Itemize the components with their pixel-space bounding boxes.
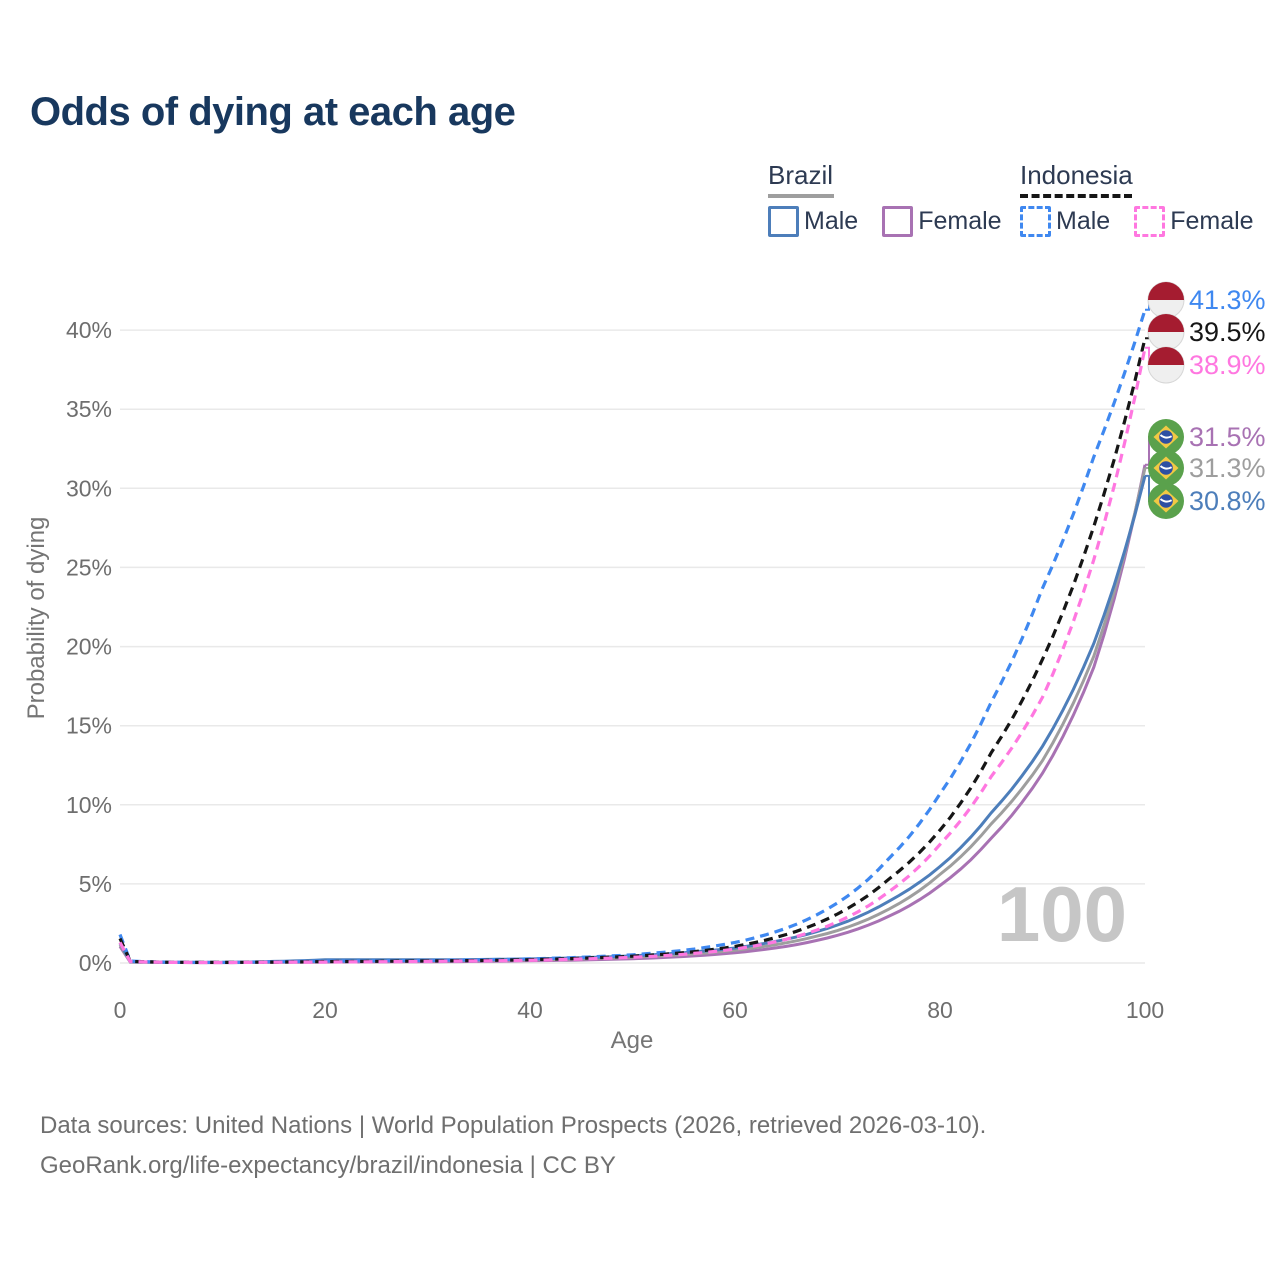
x-axis-ticks: 0 20 40 60 80 100 bbox=[114, 997, 1165, 1023]
y-tick-30: 30% bbox=[66, 475, 112, 501]
end-label-value-0: 41.3% bbox=[1189, 285, 1266, 315]
y-tick-20: 20% bbox=[66, 634, 112, 660]
y-tick-15: 15% bbox=[66, 713, 112, 739]
legend-brazil-label[interactable]: Brazil bbox=[768, 160, 834, 190]
legend-group-indonesia: Indonesia Male Female bbox=[1020, 160, 1254, 237]
y-tick-25: 25% bbox=[66, 554, 112, 580]
series-line-indonesia-female[interactable] bbox=[118, 347, 1147, 965]
end-label-value-1: 39.5% bbox=[1189, 317, 1266, 347]
brazil-flag-icon bbox=[1147, 482, 1185, 520]
x-tick-40: 40 bbox=[517, 997, 543, 1023]
indonesia-female-swatch bbox=[1134, 206, 1166, 237]
indonesia-dashed-line-sample bbox=[1020, 194, 1132, 198]
brazil-male-label: Male bbox=[804, 207, 859, 235]
brazil-female-label: Female bbox=[918, 207, 1002, 235]
legend-item-brazil-male[interactable]: Male bbox=[768, 206, 858, 237]
y-axis-ticks: 0% 5% 10% 15% 20% 25% 30% 35% 40% bbox=[66, 317, 112, 976]
indonesia-flag-icon bbox=[1147, 313, 1185, 351]
legend-item-indonesia-male[interactable]: Male bbox=[1020, 206, 1110, 237]
legend-indonesia-label[interactable]: Indonesia bbox=[1020, 160, 1133, 190]
indonesia-male-swatch bbox=[1020, 206, 1051, 237]
series-line-brazil-male[interactable] bbox=[118, 475, 1147, 964]
end-label-flags bbox=[1147, 281, 1185, 520]
end-label-values: 41.3% 39.5% 38.9% 31.5% 31.3% 30.8% bbox=[1189, 285, 1266, 516]
x-tick-80: 80 bbox=[927, 997, 953, 1023]
legend-item-brazil-female[interactable]: Female bbox=[882, 206, 1002, 237]
brazil-male-swatch bbox=[768, 206, 799, 237]
x-tick-100: 100 bbox=[1126, 997, 1164, 1023]
y-tick-40: 40% bbox=[66, 317, 112, 343]
data-source-line: Data sources: United Nations | World Pop… bbox=[40, 1112, 987, 1139]
series-line-indonesia-male[interactable] bbox=[118, 309, 1147, 965]
footer: Data sources: United Nations | World Pop… bbox=[40, 1106, 986, 1186]
series-line-brazil-both[interactable] bbox=[118, 467, 1147, 964]
legend-item-indonesia-female[interactable]: Female bbox=[1134, 206, 1254, 237]
attribution-line: GeoRank.org/life-expectancy/brazil/indon… bbox=[40, 1152, 616, 1179]
end-label-value-2: 38.9% bbox=[1189, 350, 1266, 380]
end-label-value-4: 31.3% bbox=[1189, 453, 1266, 483]
y-tick-10: 10% bbox=[66, 792, 112, 818]
brazil-flag-icon bbox=[1147, 449, 1185, 487]
y-tick-35: 35% bbox=[66, 396, 112, 422]
page-title: Odds of dying at each age bbox=[30, 90, 516, 134]
legend-group-brazil: Brazil Male Female bbox=[768, 160, 1002, 237]
indonesia-flag-icon bbox=[1147, 346, 1185, 384]
series-line-brazil-female[interactable] bbox=[118, 464, 1147, 965]
x-axis-title: Age bbox=[611, 1027, 654, 1054]
indonesia-female-label: Female bbox=[1170, 207, 1254, 235]
end-label-value-3: 31.5% bbox=[1189, 422, 1266, 452]
y-axis-title: Probability of dying bbox=[23, 517, 50, 720]
y-tick-0: 0% bbox=[79, 950, 112, 976]
indonesia-male-label: Male bbox=[1056, 207, 1111, 235]
x-tick-0: 0 bbox=[114, 997, 127, 1023]
brazil-flag-icon bbox=[1147, 418, 1185, 456]
indonesia-flag-icon bbox=[1147, 281, 1185, 319]
x-tick-20: 20 bbox=[312, 997, 338, 1023]
y-tick-5: 5% bbox=[79, 871, 112, 897]
end-label-value-5: 30.8% bbox=[1189, 486, 1266, 516]
age-watermark: 100 bbox=[997, 870, 1127, 958]
brazil-solid-line-sample bbox=[768, 194, 834, 198]
gridlines bbox=[120, 329, 1145, 964]
x-tick-60: 60 bbox=[722, 997, 748, 1023]
series-line-indonesia-both[interactable] bbox=[118, 337, 1147, 965]
series-curves bbox=[118, 309, 1147, 965]
brazil-female-swatch bbox=[882, 206, 914, 237]
